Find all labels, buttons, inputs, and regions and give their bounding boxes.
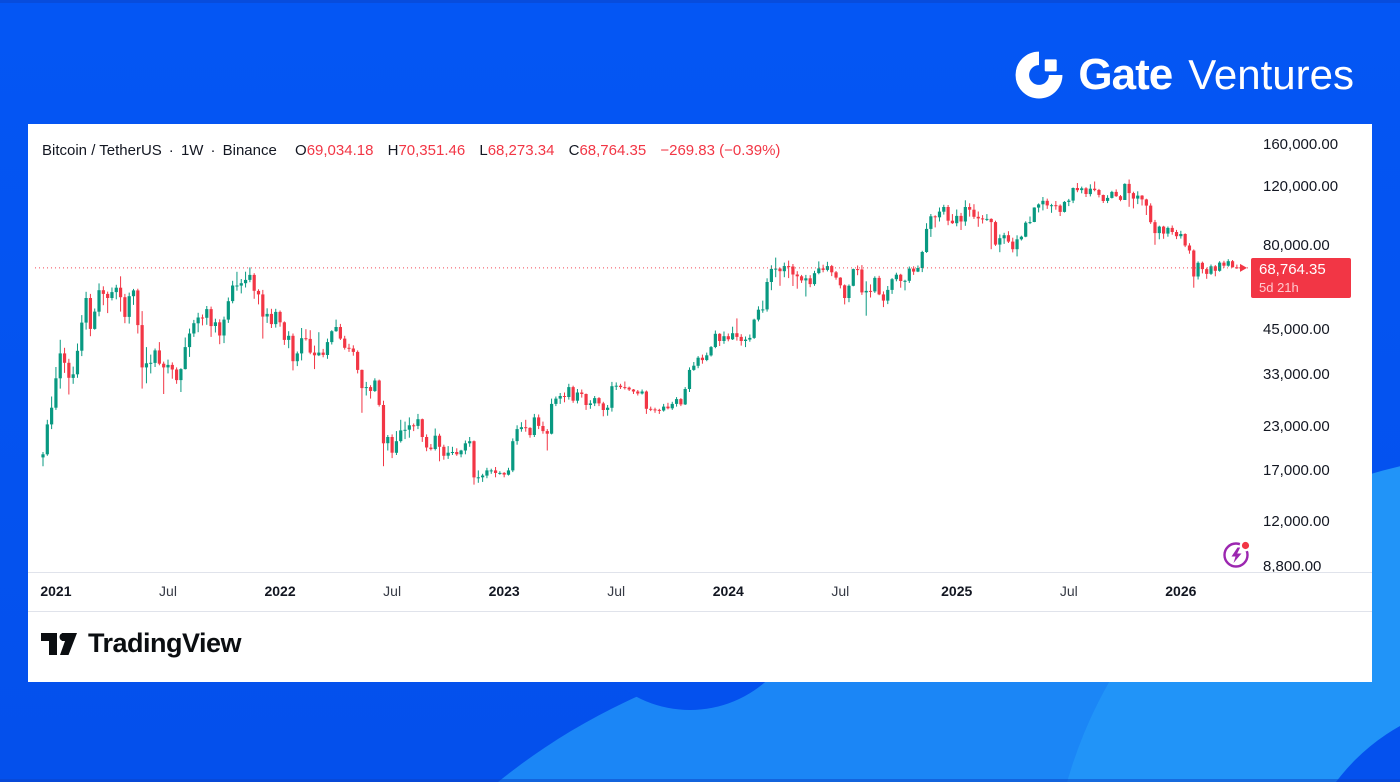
- symbol-legend[interactable]: Bitcoin / TetherUS · 1W · Binance O69,034.…: [42, 142, 780, 159]
- time-axis-label[interactable]: Jul: [383, 583, 402, 599]
- legend-separator2: ·: [210, 142, 216, 159]
- symbol-name[interactable]: Bitcoin / TetherUS: [42, 142, 162, 159]
- time-axis-label[interactable]: Jul: [159, 583, 177, 599]
- price-axis-label: 45,000.00: [1263, 320, 1330, 338]
- close-label: C: [568, 142, 580, 159]
- open-value: 69,034.18: [306, 142, 374, 159]
- time-axis-separator-bottom: [28, 611, 1372, 612]
- time-axis-label[interactable]: 2024: [712, 583, 744, 599]
- price-axis-label: 12,000.00: [1263, 512, 1330, 530]
- low-value: 68,273.34: [487, 142, 555, 159]
- time-axis-separator-top: [28, 572, 1372, 573]
- last-price-value: 68,764.35: [1259, 260, 1326, 278]
- time-axis-label[interactable]: Jul: [1059, 583, 1078, 599]
- price-axis[interactable]: 160,000.00 120,000.00 80,000.00 45,000.00 33…: [1263, 124, 1372, 575]
- bar-countdown: 5d 21h: [1259, 279, 1299, 295]
- chart-panel: Bitcoin / TetherUS · 1W · Binance O69,034.…: [28, 124, 1372, 682]
- exchange-label: Binance: [222, 142, 277, 159]
- flash-lightning-icon[interactable]: [1220, 537, 1254, 571]
- legend-separator: ·: [168, 142, 174, 159]
- tradingview-logo[interactable]: TradingView: [40, 628, 242, 659]
- brand-suffix: Ventures: [1188, 51, 1354, 98]
- high-value: 70,351.46: [398, 142, 466, 159]
- time-axis[interactable]: 2021 Jul 2022 Jul 2023 Jul 2024 Jul 2025 Jul 2026: [28, 573, 1372, 611]
- gate-logo-icon: [1015, 51, 1063, 99]
- price-axis-label: 8,800.00: [1263, 558, 1322, 575]
- time-axis-label[interactable]: 2021: [40, 583, 72, 599]
- time-axis-label[interactable]: 2022: [264, 583, 296, 599]
- price-axis-label: 17,000.00: [1263, 462, 1330, 480]
- close-value: 68,764.35: [579, 142, 647, 159]
- price-axis-label: 80,000.00: [1263, 236, 1330, 254]
- last-price-badge[interactable]: 68,764.35 5d 21h: [1251, 257, 1351, 298]
- tradingview-wordmark: TradingView: [88, 628, 242, 658]
- low-label: L: [479, 142, 488, 159]
- price-axis-label: 160,000.00: [1263, 136, 1339, 153]
- open-label: O: [295, 142, 307, 159]
- brand-name: Gate: [1078, 50, 1173, 99]
- time-axis-label[interactable]: Jul: [607, 583, 626, 599]
- price-axis-label: 23,000.00: [1263, 418, 1330, 436]
- change-value: −269.83 (−0.39%): [660, 142, 781, 159]
- interval-label[interactable]: 1W: [180, 142, 204, 159]
- time-axis-label[interactable]: 2026: [1165, 583, 1197, 599]
- time-axis-label[interactable]: 2023: [488, 583, 520, 599]
- gate-ventures-logo: Gate Ventures: [1014, 50, 1354, 100]
- time-axis-label[interactable]: 2025: [941, 583, 973, 599]
- price-axis-label: 33,000.00: [1263, 365, 1330, 383]
- high-label: H: [387, 142, 399, 159]
- tradingview-icon: [41, 632, 77, 655]
- time-axis-label[interactable]: Jul: [831, 583, 850, 599]
- price-axis-label: 120,000.00: [1263, 177, 1339, 195]
- candlestick-chart[interactable]: [28, 124, 1372, 682]
